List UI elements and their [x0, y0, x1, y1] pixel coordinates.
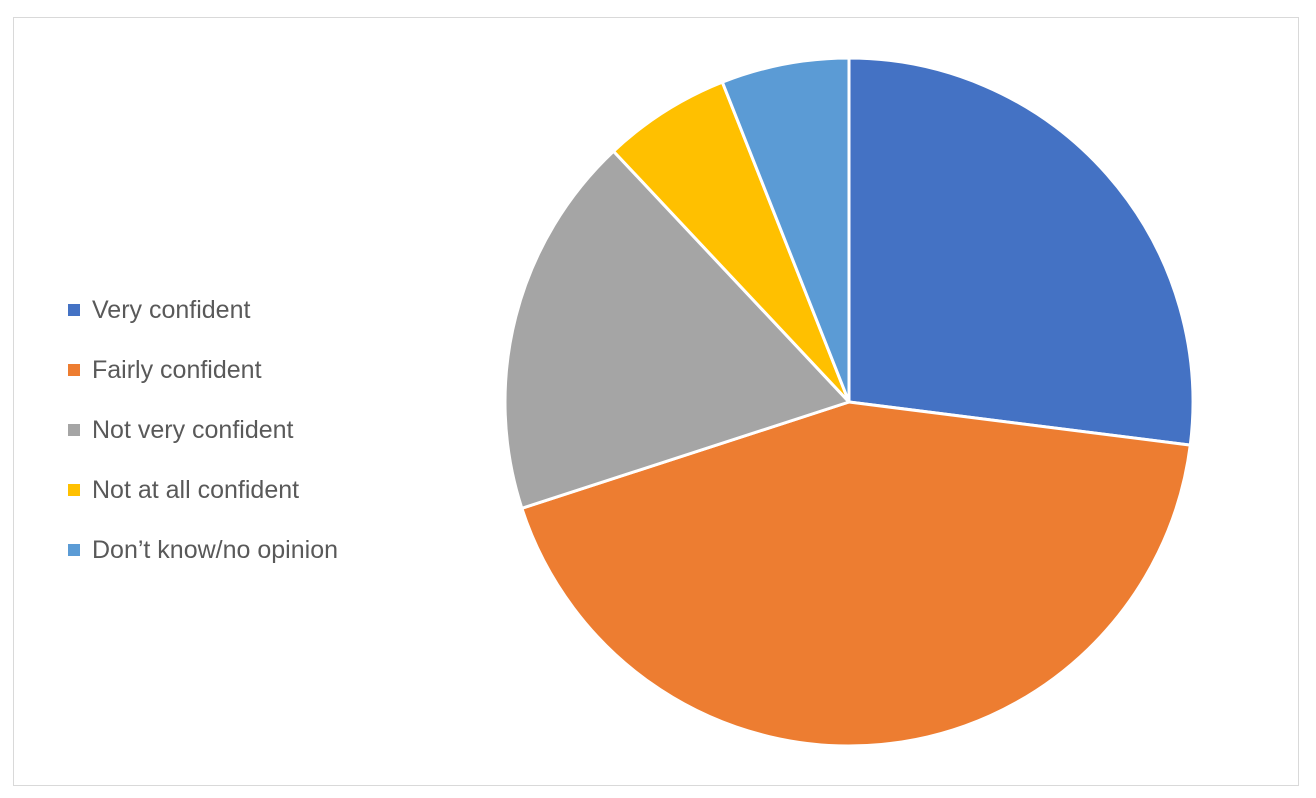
legend-item-fairly-confident: Fairly confident [68, 340, 338, 400]
legend-label-very-confident: Very confident [92, 295, 251, 324]
legend-label-not-at-all-confident: Not at all confident [92, 475, 300, 504]
legend-item-very-confident: Very confident [68, 280, 338, 340]
legend-label-dont-know: Don’t know/no opinion [92, 535, 338, 564]
legend-item-not-at-all-confident: Not at all confident [68, 460, 338, 520]
legend-swatch-not-very-confident [68, 424, 80, 436]
legend-item-not-very-confident: Not very confident [68, 400, 338, 460]
pie-slice-very-confident [847, 56, 1195, 447]
legend-swatch-not-at-all-confident [68, 484, 80, 496]
chart-legend: Very confident Fairly confident Not very… [68, 280, 338, 580]
legend-swatch-very-confident [68, 304, 80, 316]
legend-label-not-very-confident: Not very confident [92, 415, 294, 444]
legend-swatch-dont-know [68, 544, 80, 556]
legend-item-dont-know: Don’t know/no opinion [68, 520, 338, 580]
legend-swatch-fairly-confident [68, 364, 80, 376]
pie-slices [503, 56, 1195, 748]
pie-slice-fairly-confident [520, 400, 1192, 748]
legend-label-fairly-confident: Fairly confident [92, 355, 262, 384]
pie-slice-don-t-know-no-opinion [720, 56, 851, 404]
pie-slice-not-at-all-confident [612, 80, 851, 404]
pie-slice-not-very-confident [503, 149, 851, 510]
